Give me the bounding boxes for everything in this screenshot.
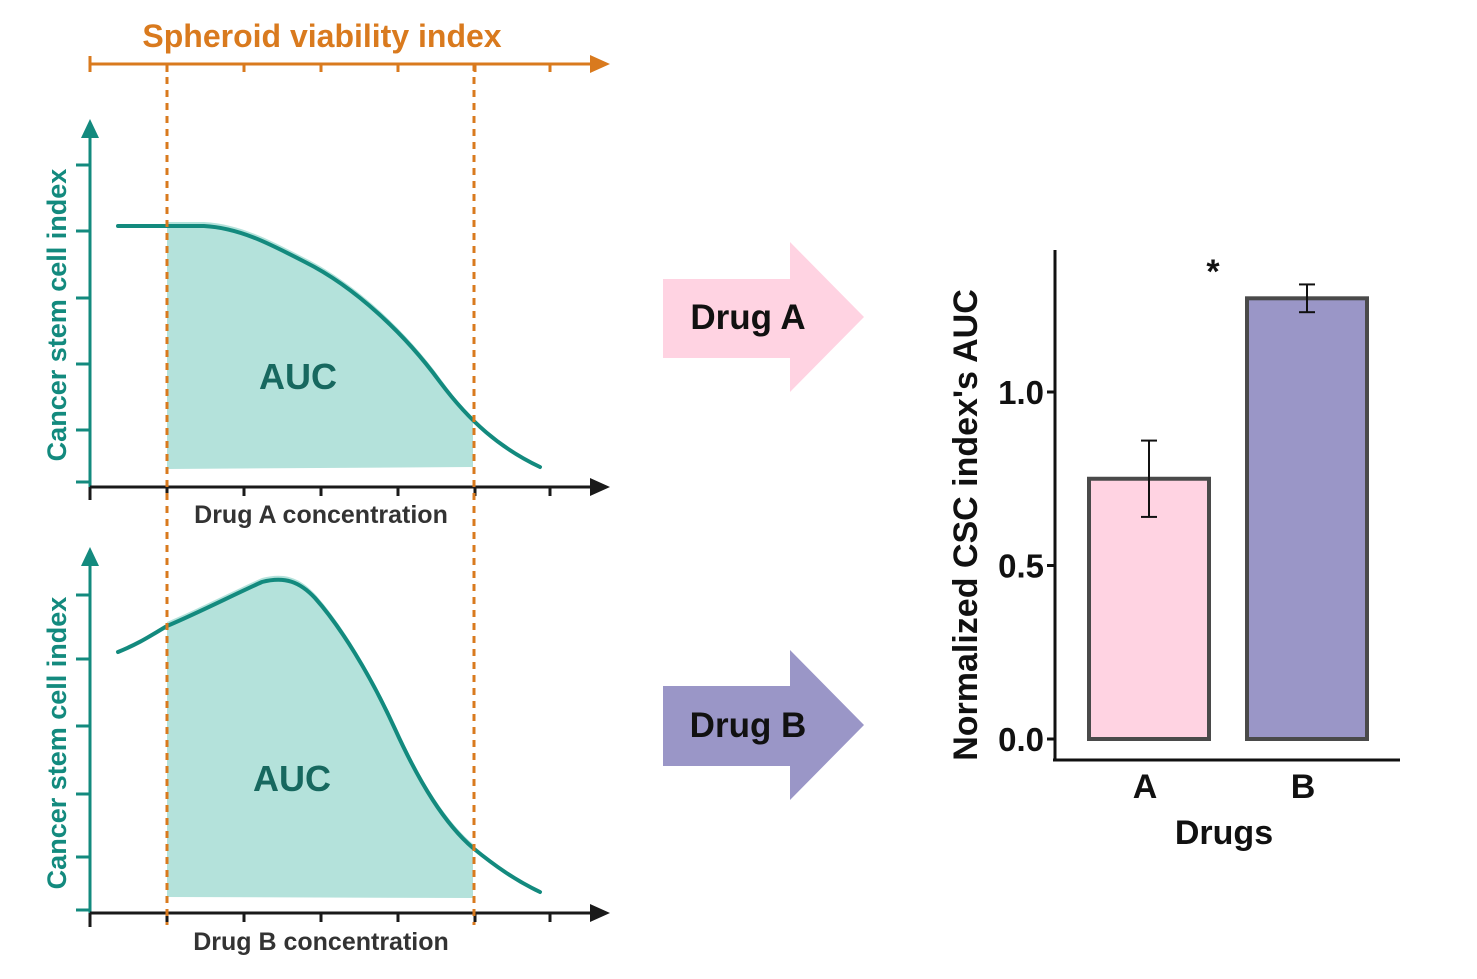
x-axis-b-ticks (88, 913, 552, 927)
y-axis-a-ticks (76, 163, 90, 484)
csc-curve-a (116, 224, 542, 469)
window-dashed-lines (165, 64, 476, 925)
auc-area-a (167, 222, 473, 469)
x-axis-a-label: Drug A concentration (194, 501, 448, 529)
significance-marker: * (1206, 253, 1220, 291)
auc-bar-chart: Normalized CSC index's AUC Drugs * 0.00.… (947, 250, 1400, 852)
bar-layer (1087, 283, 1369, 741)
y-axis-a-label: Cancer stem cell index (42, 169, 72, 462)
viability-axis-label: Spheroid viability index (142, 18, 501, 54)
csc-curve-b (116, 577, 542, 894)
error-bar-b (1299, 283, 1315, 314)
y-axis-a-arrowhead (81, 119, 99, 138)
panel-drug-b: AUC Cancer stem cell index Drug B concen… (42, 547, 610, 956)
drug-b-arrow-label: Drug B (690, 706, 807, 745)
x-axis-b-arrowhead (590, 904, 610, 922)
viability-axis: Spheroid viability index (88, 18, 610, 73)
drug-a-arrow: Drug A (663, 242, 864, 392)
bar-a (1087, 476, 1211, 741)
x-tick-label-a: A (1133, 768, 1158, 806)
x-axis-b-label: Drug B concentration (193, 928, 449, 956)
drug-a-arrow-label: Drug A (690, 298, 805, 337)
panel-drug-a: AUC Cancer stem cell index Drug A concen… (42, 119, 610, 529)
x-axis-a-arrowhead (590, 478, 610, 496)
auc-label-a: AUC (259, 356, 337, 397)
bar-b (1245, 296, 1369, 741)
bar-chart-ylabel: Normalized CSC index's AUC (947, 289, 985, 761)
drug-b-arrow-shape (663, 650, 864, 800)
viability-axis-arrowhead (590, 55, 610, 73)
drug-b-arrow: Drug B (663, 650, 864, 800)
x-tick-label-b: B (1291, 768, 1316, 806)
x-axis-a-ticks (88, 487, 552, 500)
y-tick-label-0: 0.0 (998, 721, 1044, 758)
y-axis-b-label: Cancer stem cell index (42, 597, 72, 890)
error-bar-a (1141, 439, 1157, 518)
auc-label-b: AUC (253, 758, 331, 799)
y-axis-b-arrowhead (81, 547, 99, 566)
y-tick-label-1: 0.5 (998, 548, 1044, 585)
bar-chart-xlabel: Drugs (1175, 814, 1273, 852)
y-axis-b-ticks (76, 593, 90, 912)
ytick-layer: 0.0 0.5 1.0 (998, 374, 1055, 758)
y-tick-label-2: 1.0 (998, 374, 1044, 411)
auc-area-b (167, 575, 473, 898)
drug-a-arrow-shape (663, 242, 864, 392)
